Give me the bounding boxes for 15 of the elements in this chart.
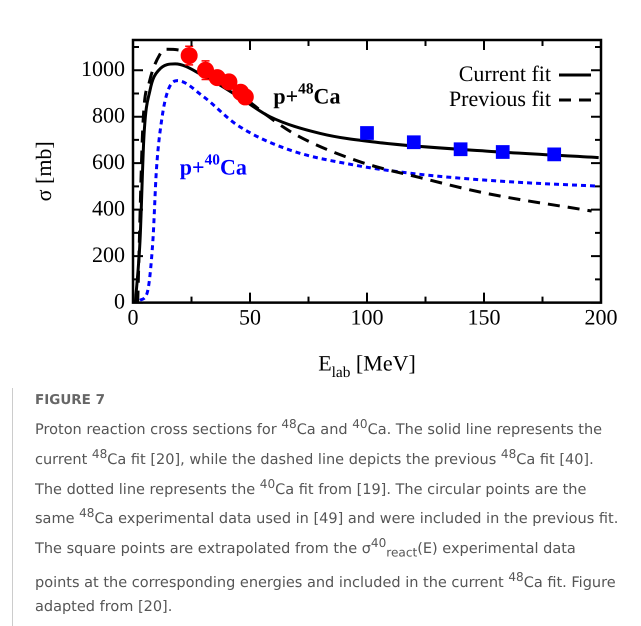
caption: FIGURE 7 xyxy=(35,391,106,410)
legend-label: Current fit xyxy=(458,60,551,86)
x-tick-label: 200 xyxy=(584,304,618,330)
x-tick-label: 150 xyxy=(468,304,500,330)
y-tick-label: 400 xyxy=(92,195,125,220)
legend-label: Previous fit xyxy=(448,86,551,111)
y-tick-label: 800 xyxy=(92,102,125,128)
x-tick-label: 100 xyxy=(350,304,384,330)
y-tick-label: 600 xyxy=(92,148,125,174)
x-tick-label: 50 xyxy=(239,304,261,330)
y-tick-label: 200 xyxy=(92,242,125,267)
y-tick-label: 1000 xyxy=(81,56,125,81)
text: Proton reaction cross sections for $^{48}$Ca and $^{40}$Ca. The solid line represents the current $^{48}$Ca fit [20], while the dashed line depicts the previous $^{48}$Ca fit [40]. The dotted line represents the $^{40}$Ca fit from [19]. The circular points are the same $^{48}$Ca experimental data used in [49] and were included in the previous fit. The square points are extrapolated from the σ$^{40}$$_{react}$(E) experimental data points at the corresponding energies and included in the current $^{48}$Ca fit. Figure adapted from [20]. xyxy=(35,417,618,615)
y-axis-title: σ [mb] xyxy=(30,141,56,202)
y-tick-label: 0 xyxy=(114,288,125,314)
